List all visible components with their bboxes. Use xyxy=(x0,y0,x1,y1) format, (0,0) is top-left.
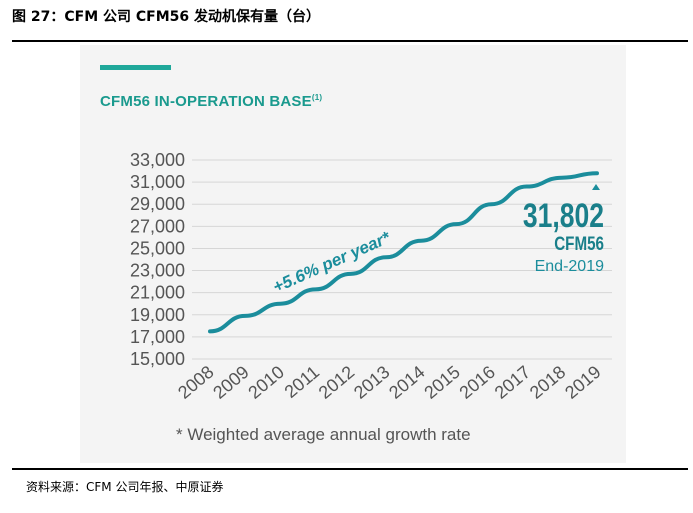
accent-bar xyxy=(100,65,171,70)
x-tick-label: 2014 xyxy=(385,362,429,403)
chart-title: CFM56 IN-OPERATION BASE(1) xyxy=(100,93,322,110)
end-value-label: 31,802 xyxy=(523,197,604,235)
source-note: 资料来源：CFM 公司年报、中原证券 xyxy=(26,480,224,494)
end-marker-triangle xyxy=(592,184,600,190)
x-tick-labels: 2008200920102011201220132014201520162017… xyxy=(174,362,605,403)
chart-title-note: (1) xyxy=(311,93,323,102)
y-tick-label: 23,000 xyxy=(130,261,185,281)
x-tick-label: 2018 xyxy=(526,362,570,403)
series-line xyxy=(208,171,599,334)
y-tick-label: 15,000 xyxy=(130,349,185,369)
x-tick-label: 2019 xyxy=(561,362,605,403)
y-tick-label: 25,000 xyxy=(130,238,185,258)
end-period-label: End-2019 xyxy=(535,258,604,275)
x-tick-label: 2012 xyxy=(315,362,359,403)
x-tick-label: 2015 xyxy=(420,362,464,403)
y-tick-label: 31,000 xyxy=(130,172,185,192)
y-tick-label: 21,000 xyxy=(130,283,185,303)
bottom-rule xyxy=(12,468,688,470)
top-rule xyxy=(12,40,688,42)
x-tick-label: 2010 xyxy=(244,362,288,403)
data-points xyxy=(209,173,598,332)
x-tick-label: 2016 xyxy=(455,362,499,403)
chart-panel: CFM56 IN-OPERATION BASE(1) xyxy=(80,45,626,463)
x-tick-label: 2009 xyxy=(209,362,253,403)
figure-title: 图 27：CFM 公司 CFM56 发动机保有量（台） xyxy=(12,9,320,25)
y-tick-label: 17,000 xyxy=(130,327,185,347)
x-tick-label: 2017 xyxy=(491,362,535,403)
footnote: * Weighted average annual growth rate xyxy=(176,425,471,444)
end-engine-label: CFM56 xyxy=(554,232,604,254)
y-tick-label: 19,000 xyxy=(130,305,185,325)
x-tick-label: 2013 xyxy=(350,362,394,403)
y-tick-label: 33,000 xyxy=(130,150,185,170)
x-tick-label: 2011 xyxy=(281,362,324,402)
chart-title-text: CFM56 IN-OPERATION BASE xyxy=(100,93,312,110)
y-tick-label: 29,000 xyxy=(130,194,185,214)
y-tick-label: 27,000 xyxy=(130,216,185,236)
